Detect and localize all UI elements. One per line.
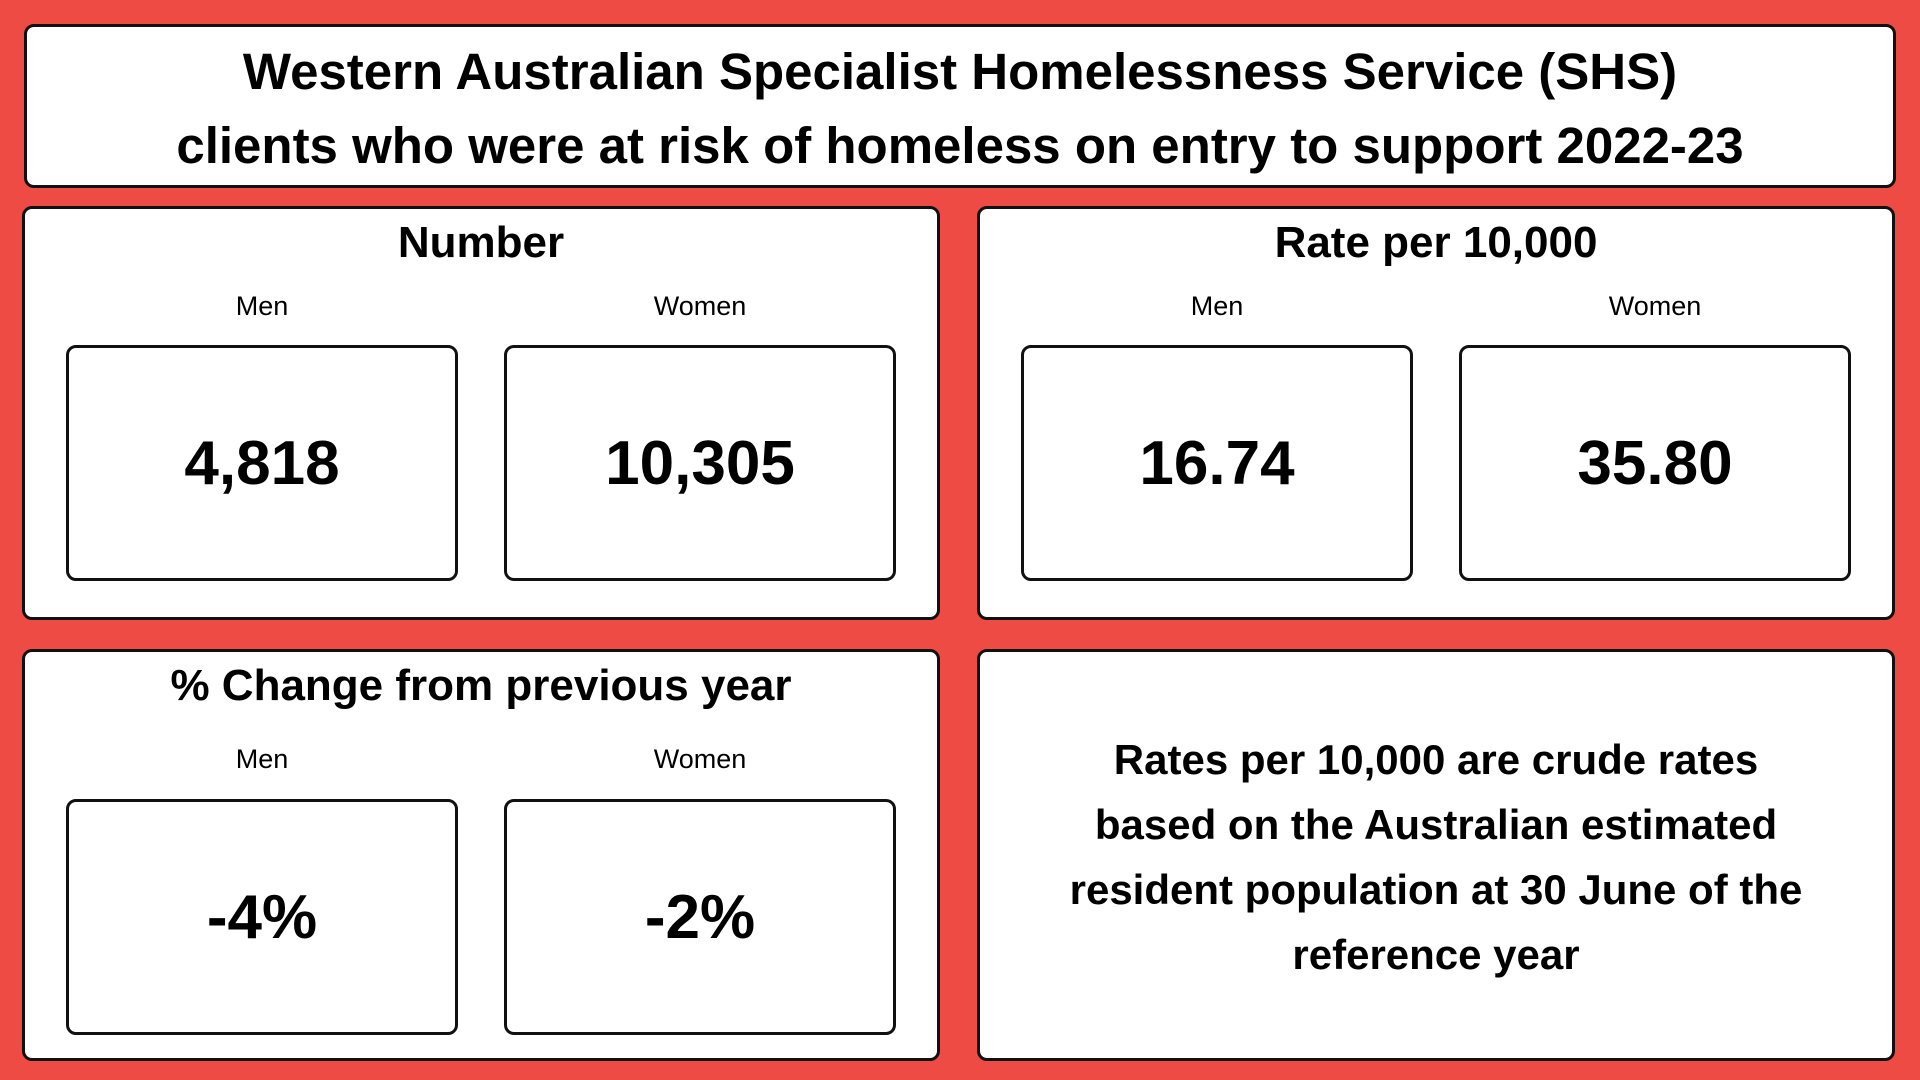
rate-men-value: 16.74 xyxy=(1139,428,1295,498)
note-line-3: resident population at 30 June of the xyxy=(1069,866,1803,913)
title-line-2: clients who were at risk of homeless on … xyxy=(176,117,1744,174)
rate-men-label: Men xyxy=(1190,291,1244,321)
change-men-card: -4% xyxy=(66,799,458,1035)
rates-footnote: Rates per 10,000 are crude rates based o… xyxy=(980,727,1892,987)
note-line-1: Rates per 10,000 are crude rates xyxy=(1113,736,1759,783)
rate-women-label: Women xyxy=(1608,291,1702,321)
change-heading: % Change from previous year xyxy=(170,661,792,710)
number-heading: Number xyxy=(397,218,565,267)
change-women-card: -2% xyxy=(504,799,896,1035)
rate-women-card: 35.80 xyxy=(1459,345,1851,581)
change-men-value: -4% xyxy=(206,882,318,952)
number-women-label: Women xyxy=(653,291,747,321)
note-panel: Rates per 10,000 are crude rates based o… xyxy=(977,649,1895,1061)
title-panel: Western Australian Specialist Homelessne… xyxy=(24,24,1896,188)
number-men-label: Men xyxy=(235,291,289,321)
note-line-2: based on the Australian estimated xyxy=(1094,801,1778,848)
rate-women-value: 35.80 xyxy=(1577,428,1733,498)
change-panel: % Change from previous year Men Women -4… xyxy=(22,649,940,1061)
change-women-value: -2% xyxy=(644,882,756,952)
rate-men-card: 16.74 xyxy=(1021,345,1413,581)
change-women-label: Women xyxy=(653,744,747,774)
title-line-1: Western Australian Specialist Homelessne… xyxy=(242,43,1678,100)
note-line-4: reference year xyxy=(1292,931,1580,978)
number-men-value: 4,818 xyxy=(184,428,340,498)
rate-heading: Rate per 10,000 xyxy=(1274,218,1598,267)
number-men-card: 4,818 xyxy=(66,345,458,581)
change-men-label: Men xyxy=(235,744,289,774)
number-panel: Number Men Women 4,818 10,305 xyxy=(22,206,940,620)
number-women-card: 10,305 xyxy=(504,345,896,581)
number-women-value: 10,305 xyxy=(605,428,795,498)
rate-panel: Rate per 10,000 Men Women 16.74 35.80 xyxy=(977,206,1895,620)
